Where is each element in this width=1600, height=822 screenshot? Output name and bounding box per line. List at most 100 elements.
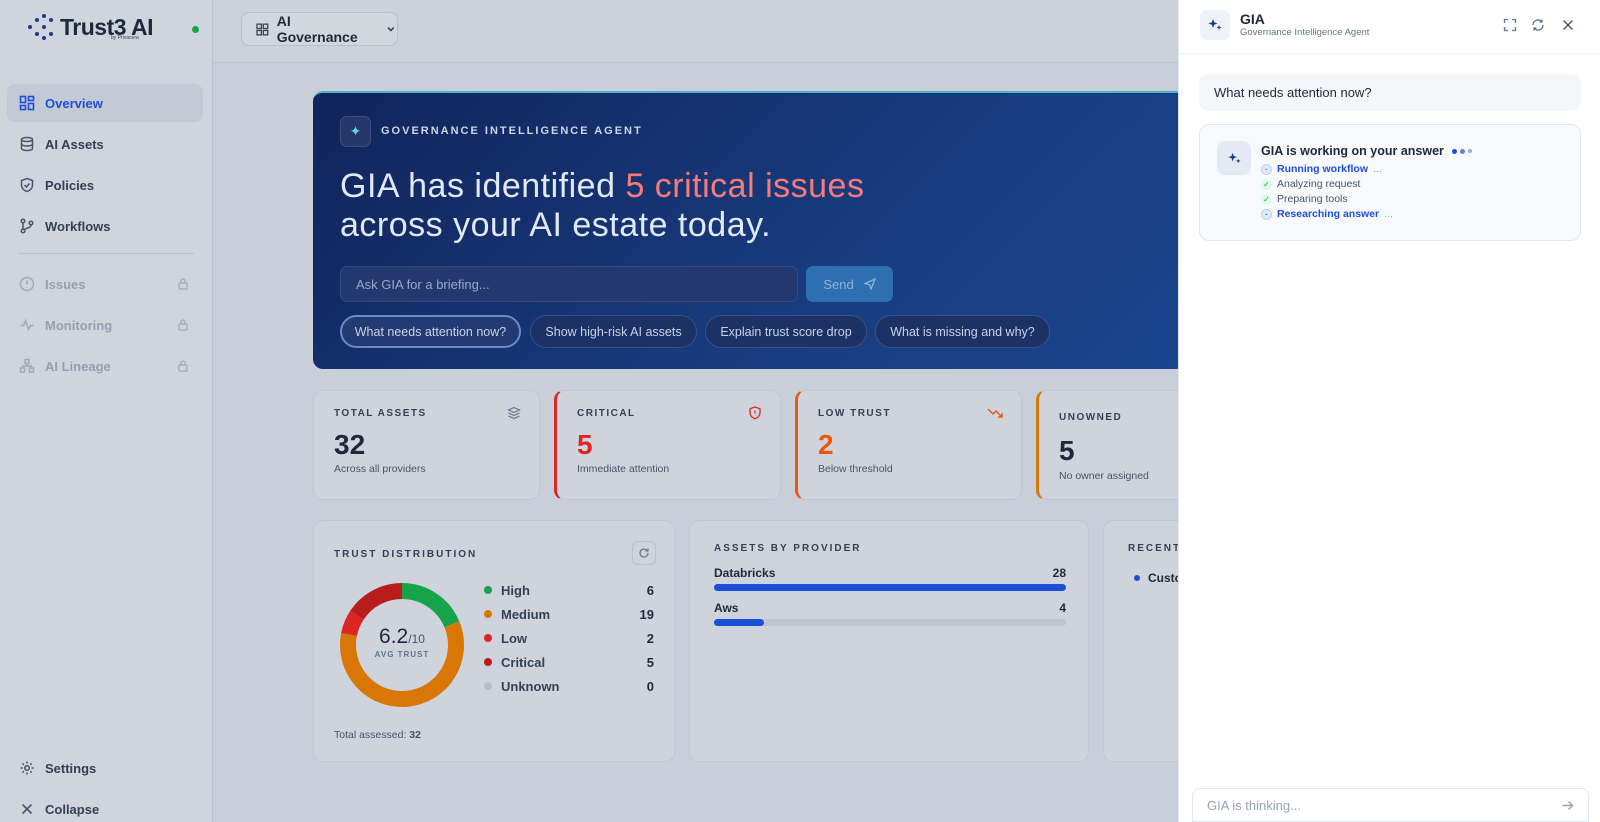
avg-trust-value: 6.2	[379, 625, 409, 648]
close-icon	[1563, 20, 1573, 30]
stat-sub: Immediate attention	[577, 463, 670, 475]
stat-value: 5	[1059, 435, 1075, 466]
status-indicator	[192, 26, 199, 33]
nav-item-overview[interactable]: Overview	[7, 84, 203, 122]
panel-label: TRUST DISTRIBUTION	[334, 549, 478, 560]
gia-title: GIA	[1240, 11, 1265, 27]
refresh-icon	[1532, 19, 1544, 31]
nav-label: Issues	[45, 276, 86, 292]
legend-row-unknown: Unknown 0	[484, 676, 654, 696]
nav-label: AI Lineage	[45, 358, 111, 374]
panel-label: ASSETS BY PROVIDER	[714, 543, 862, 554]
user-message-text: What needs attention now?	[1214, 85, 1372, 100]
refresh-icon	[639, 548, 649, 558]
nav-item-settings[interactable]: Settings	[7, 749, 203, 787]
legend-dot	[484, 634, 492, 642]
check-icon: ✓	[1261, 193, 1272, 205]
chip-high-risk[interactable]: Show high-risk AI assets	[530, 315, 697, 348]
legend-label: Unknown	[501, 678, 560, 694]
hero-title: GIA has identified 5 critical issues acr…	[340, 167, 864, 245]
close-button[interactable]	[1560, 17, 1576, 33]
chip-label: What needs attention now?	[354, 324, 507, 339]
nav-item-workflows[interactable]: Workflows	[7, 207, 203, 245]
nav-item-ai-assets[interactable]: AI Assets	[7, 125, 203, 163]
stat-card-unowned: UNOWNED 5 No owner assigned	[1036, 390, 1196, 500]
hero-title-pre: GIA has identified	[340, 167, 626, 205]
database-icon	[20, 136, 34, 152]
stat-sub: Across all providers	[334, 463, 426, 475]
total-assessed-label: Total assessed:	[334, 729, 407, 741]
brand-name: Trust3 AI	[60, 13, 154, 40]
provider-name: Aws	[714, 601, 739, 615]
trust-distribution-card: TRUST DISTRIBUTION 6.2/10 AVG TRUST High…	[313, 520, 675, 762]
workspace-select[interactable]: AI Governance	[241, 12, 398, 46]
send-label: Send	[823, 276, 854, 292]
layers-icon	[507, 406, 521, 420]
refresh-button[interactable]	[632, 541, 656, 565]
legend-dot	[484, 682, 492, 690]
lock-icon	[178, 319, 188, 331]
check-icon: ✓	[1261, 178, 1272, 190]
step-researching-answer: · Researching answer...	[1261, 207, 1393, 221]
stat-card-critical: CRITICAL 5 Immediate attention	[554, 390, 781, 500]
legend-label: High	[501, 582, 530, 598]
ellipsis: ...	[1373, 163, 1382, 175]
step-label: Researching answer	[1277, 208, 1380, 220]
provider-count: 28	[1052, 566, 1066, 580]
nav-label: Monitoring	[45, 317, 113, 333]
legend-count: 0	[646, 678, 654, 694]
chip-missing[interactable]: What is missing and why?	[875, 315, 1050, 348]
donut-slice-high	[401, 583, 460, 628]
step-label: Analyzing request	[1277, 178, 1361, 190]
send-button[interactable]: Send	[806, 266, 893, 302]
send-arrow-icon[interactable]	[1561, 799, 1574, 812]
brand-logo[interactable]: Trust3 AI	[28, 13, 154, 40]
recent-dot	[1134, 575, 1140, 581]
briefing-input[interactable]: Ask GIA for a briefing...	[340, 266, 798, 302]
step-running-workflow: · Running workflow...	[1261, 162, 1382, 176]
legend-count: 5	[646, 654, 654, 670]
typing-indicator	[1451, 148, 1472, 154]
alert-circle-icon	[19, 276, 35, 292]
stat-label: TOTAL ASSETS	[334, 408, 427, 419]
stat-value: 2	[818, 429, 834, 460]
nav-item-ai-lineage[interactable]: AI Lineage	[7, 347, 203, 385]
legend-row-high: High 6	[484, 580, 654, 600]
gia-hero-panel: ✦ GOVERNANCE INTELLIGENCE AGENT GIA has …	[313, 91, 1183, 369]
close-icon	[21, 803, 33, 815]
legend-label: Low	[501, 630, 527, 646]
chip-trust-drop[interactable]: Explain trust score drop	[705, 315, 867, 348]
legend-dot	[484, 658, 492, 666]
chip-label: Show high-risk AI assets	[545, 324, 682, 339]
hero-title-highlight: 5 critical issues	[625, 167, 865, 205]
expand-button[interactable]	[1502, 17, 1518, 33]
gia-panel: GIA Governance Intelligence Agent What n…	[1178, 0, 1600, 822]
lock-icon	[178, 360, 188, 372]
recent-item-label: Custo	[1148, 571, 1182, 585]
legend-count: 19	[639, 606, 654, 622]
nav-item-issues[interactable]: Issues	[7, 265, 203, 303]
total-assessed-value: 32	[409, 729, 421, 741]
reset-button[interactable]	[1530, 17, 1546, 33]
sparkles-icon	[1200, 10, 1230, 40]
shield-check-icon	[20, 177, 34, 193]
donut-slice-low	[341, 610, 364, 637]
legend-count: 2	[646, 630, 654, 646]
recent-item[interactable]: Custo	[1134, 571, 1182, 585]
step-label: Running workflow	[1277, 163, 1368, 175]
total-assessed: Total assessed: 32	[334, 729, 421, 741]
gia-chat-input[interactable]: GIA is thinking...	[1192, 788, 1589, 822]
user-message: What needs attention now?	[1199, 74, 1581, 111]
stat-label: LOW TRUST	[818, 408, 891, 419]
avg-trust-denom: /10	[408, 632, 425, 646]
provider-row: Databricks 28	[714, 566, 1066, 591]
legend-row-medium: Medium 19	[484, 604, 654, 624]
collapse-button[interactable]: Collapse	[7, 790, 203, 822]
nav-item-monitoring[interactable]: Monitoring	[7, 306, 203, 344]
chip-attention[interactable]: What needs attention now?	[340, 315, 521, 348]
briefing-placeholder: Ask GIA for a briefing...	[356, 276, 490, 292]
activity-icon	[20, 318, 34, 332]
nav-divider	[18, 253, 194, 254]
nav-item-policies[interactable]: Policies	[7, 166, 203, 204]
legend-count: 6	[646, 582, 654, 598]
